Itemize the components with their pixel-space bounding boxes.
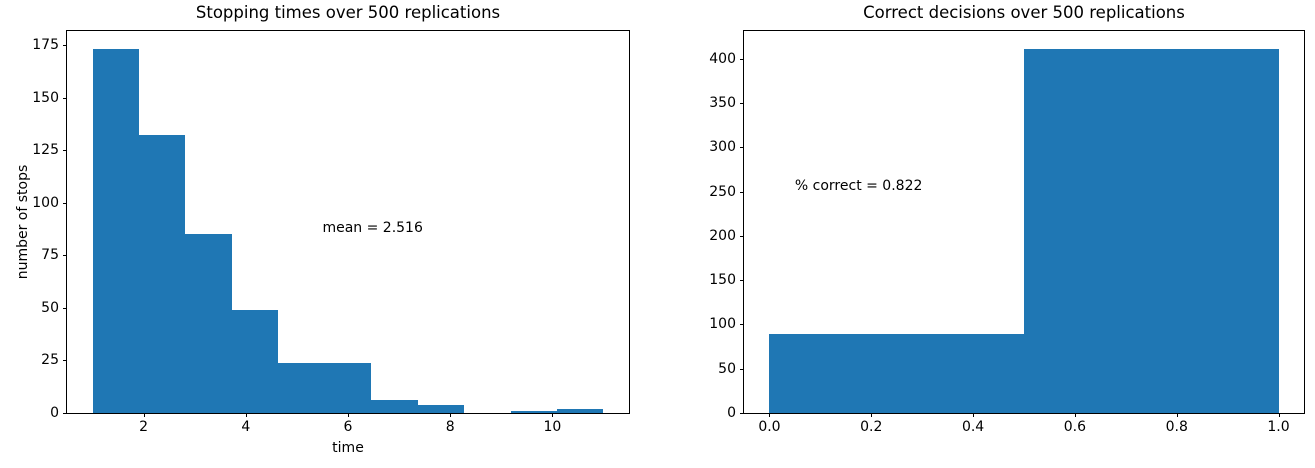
y-axis-tick [63,360,67,362]
y-axis-tick [63,150,67,152]
y-axis-tick [63,255,67,257]
x-axis-tick [245,413,247,417]
x-axis-tick-label: 0.8 [1165,419,1188,435]
y-axis-tick-label: 200 [709,227,736,244]
y-axis-tick-label: 50 [718,360,736,377]
x-axis-tick-label: 0.0 [758,419,781,435]
histogram-bar [769,334,1024,413]
histogram-bar [557,408,603,413]
y-axis-tick [740,191,744,193]
histogram-bar [371,400,418,413]
y-axis-tick [740,147,744,149]
x-axis-tick-label: 0.4 [961,419,985,435]
x-axis-tick-label: 2 [139,419,149,435]
y-axis-tick [740,235,744,237]
y-axis-tick [740,103,744,105]
x-axis-tick [1278,413,1280,417]
y-axis-tick [63,307,67,309]
right-chart-axes: Correct decisions over 500 replications … [709,3,1305,435]
histogram-bar [278,362,325,413]
x-axis-tick [1074,413,1076,417]
left-chart-xlabel: time [332,440,364,456]
y-axis-tick-label: 75 [41,247,59,264]
histogram-bar [1024,49,1279,413]
y-axis-tick-label: 25 [41,352,59,369]
histogram-bar [511,410,557,413]
x-axis-tick-label: 10 [543,419,562,435]
x-axis-tick [769,413,771,417]
y-axis-tick-label: 150 [709,272,736,289]
y-axis-tick [63,44,67,46]
y-axis-tick-label: 50 [41,299,59,316]
right-chart-plot: % correct = 0.822 0.0 0.2 0.4 0.6 0.8 1.0 0 50 1… [709,31,1304,435]
y-axis-tick-label: 100 [32,194,59,211]
x-axis-tick [973,413,975,417]
x-axis-tick [1176,413,1178,417]
y-axis-tick [63,413,67,414]
y-axis-tick [740,413,744,414]
x-axis-tick [450,413,452,417]
y-axis-tick [63,202,67,204]
y-axis-tick-label: 150 [32,89,59,106]
left-chart-ylabel: number of stops [15,164,31,280]
x-axis-tick [552,413,554,417]
y-axis-tick-label: 100 [709,316,736,333]
left-chart-plot: mean = 2.516 2 4 6 8 10 0 25 50 75 100 125 150 175 [32,31,629,435]
histogram-bar [232,309,278,413]
left-chart-axes: Stopping times over 500 replications num… [15,3,630,456]
y-axis-tick-label: 0 [50,405,59,421]
left-chart-annotation: mean = 2.516 [322,220,423,237]
y-axis-tick-label: 0 [727,405,736,421]
x-axis-tick-label: 6 [343,419,353,435]
y-axis-tick-label: 125 [32,142,59,159]
histogram-bar [93,49,139,413]
x-axis-tick-label: 1.0 [1267,419,1290,435]
x-axis-tick [348,413,349,417]
histogram-bar [418,404,464,413]
x-axis-tick-label: 0.6 [1063,419,1087,435]
y-axis-tick-label: 175 [32,36,59,53]
y-axis-tick-label: 400 [709,50,736,67]
y-axis-tick [740,58,744,60]
right-chart-annotation: % correct = 0.822 [794,177,923,194]
right-chart-title: Correct decisions over 500 replications [863,3,1185,22]
y-axis-tick-label: 350 [709,95,736,112]
histogram-bar [139,135,185,413]
x-axis-tick-label: 0.2 [860,419,883,435]
y-axis-tick [63,97,67,99]
x-axis-tick [143,413,145,417]
x-axis-tick [871,413,873,417]
histogram-bar [185,234,232,413]
left-chart-title: Stopping times over 500 replications [195,3,501,22]
y-axis-tick-label: 300 [709,139,736,156]
histogram-bar [325,362,371,413]
x-axis-tick-label: 8 [445,419,455,435]
y-axis-tick [740,280,744,282]
y-axis-tick-label: 250 [709,183,736,200]
y-axis-tick [740,368,744,370]
x-axis-tick-label: 4 [241,419,251,435]
y-axis-tick [740,324,744,326]
